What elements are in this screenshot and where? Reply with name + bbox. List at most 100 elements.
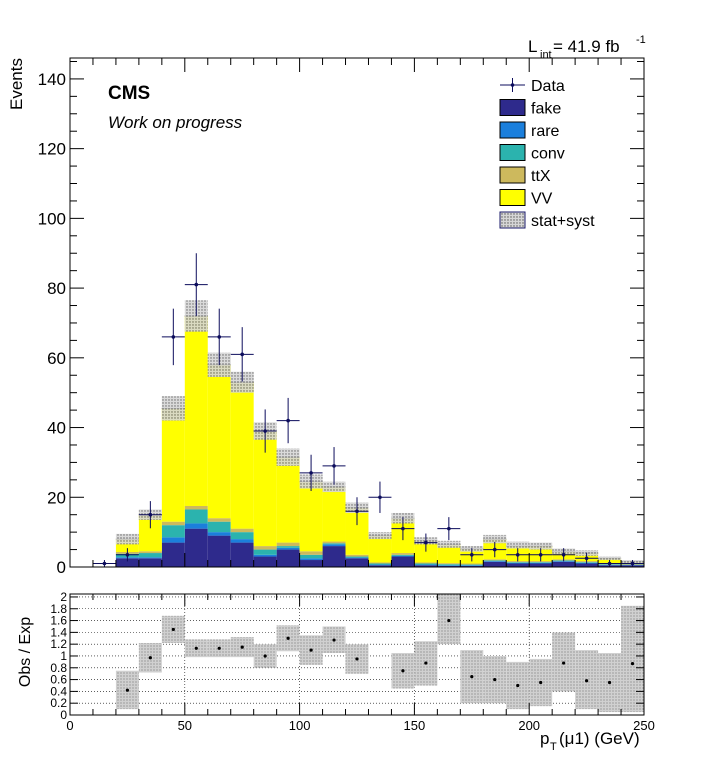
stack-bar-fake [115,558,139,567]
uncertainty-band-bin [529,542,553,550]
stack-bar-ttX [161,521,185,526]
legend-label-ttx: ttX [531,168,551,185]
ratio-point [424,661,428,665]
stack-bar-VV [230,382,254,529]
stack-bar-VV [299,481,323,552]
x-axis-label-sub: T [550,741,557,753]
x-axis-label-main: p [540,729,549,748]
work-in-progress-label: Work on progress [108,113,243,132]
lumi-subscript: int [540,49,552,61]
stack-bar-ttX [138,551,162,554]
ratio-point [585,679,589,683]
legend-label-data: Data [531,78,565,95]
ratio-y-tick-label: 0.6 [50,673,67,687]
ratio-y-tick-label: 1.8 [50,602,67,616]
stack-bar-fake [552,561,576,567]
stack-bar-VV [437,544,461,564]
stack-bar-rare [276,547,300,550]
stack-bar-fake [230,542,254,567]
stack-bar-VV [368,535,392,563]
stack-bar-rare [506,562,530,564]
stack-bar-rare [161,537,185,543]
stack-bar-conv [506,562,530,563]
stack-bar-ttX [184,505,208,510]
legend-swatch-VV [499,189,526,206]
data-point [401,526,405,531]
stack-bar-fake [253,556,277,567]
y-axis-label-events: Events [7,58,26,110]
y-tick-label: 140 [38,70,66,89]
ratio-point [217,646,221,650]
ratio-point [607,680,612,685]
ratio-point [263,654,267,658]
uncertainty-band-bin [437,540,461,548]
ratio-y-tick-label: 1.4 [50,625,67,639]
stack-bar-fake [207,535,231,567]
uncertainty-band-bin [161,396,185,421]
stack-bar-conv [368,563,392,565]
data-point [447,526,451,531]
legend-label-rare: rare [531,123,560,140]
data-point [538,552,543,557]
stack-bar-ttX [391,553,415,555]
y-tick-label: 0 [57,558,66,577]
stack-bar-VV [138,514,162,552]
uncertainty-band-bin [115,533,139,545]
stack-bar-conv [529,562,553,563]
stack-bar-fake [161,542,185,567]
legend-swatch-fake [499,99,526,116]
stack-bar-fake [345,558,369,567]
x-tick-label: 200 [518,718,540,733]
main-axes: 0 20 40 60 80 100 120 140 [38,58,645,577]
ratio-point [171,627,175,632]
x-tick-label: 150 [404,718,426,733]
x-tick-label: 0 [66,718,73,733]
stack-bar-conv [391,554,415,556]
stack-bar-conv [460,564,484,566]
stack-bar-ttX [506,561,530,563]
stack-bar-fake [529,563,553,567]
ratio-y-tick-label: 1.2 [50,637,67,651]
stack-bar-conv [322,543,346,545]
y-tick-label: 60 [47,349,66,368]
legend-label-fake: fake [531,101,561,118]
stack-bar-VV [322,486,346,542]
ratio-uncertainty-bin [621,605,644,713]
stack-bar-fake [414,565,438,567]
x-axis-label-rest: (μ1) (GeV) [559,729,640,748]
stack-bar-fake [138,558,162,567]
stack-bar-ttX [230,528,254,533]
stack-bar-ttX [368,562,392,564]
ratio-point [447,618,451,623]
legend-swatch-ttX [499,166,526,184]
legend-label-conv: conv [531,146,565,163]
stack-bar-conv [138,553,162,558]
stack-bar-rare [483,561,507,562]
ratio-y-tick-label: 1.6 [50,614,67,628]
data-point [240,352,244,357]
ratio-point [309,648,313,652]
stack-bar-ttX [460,563,484,565]
stack-bar-ttX [276,542,300,547]
lumi-label: L [528,37,537,56]
ratio-point [125,688,129,692]
ratio-point [516,683,520,688]
lumi-superscript: -1 [636,34,646,46]
stack-bar-rare [345,557,369,559]
ratio-content [70,594,644,715]
data-point [561,552,566,557]
data-point [171,335,176,339]
data-point [607,561,612,566]
ratio-point [493,677,497,682]
y-tick-label: 120 [38,140,66,159]
stack-bar-VV [345,507,369,555]
stack-bar-conv [253,549,277,555]
stack-bar-rare [299,558,323,561]
data-point [630,561,635,566]
ratio-point [240,645,244,649]
ratio-point [539,680,543,685]
data-point [332,464,336,468]
ratio-y-tick-label: 0.8 [50,661,67,675]
stack-bar-VV [184,315,208,506]
